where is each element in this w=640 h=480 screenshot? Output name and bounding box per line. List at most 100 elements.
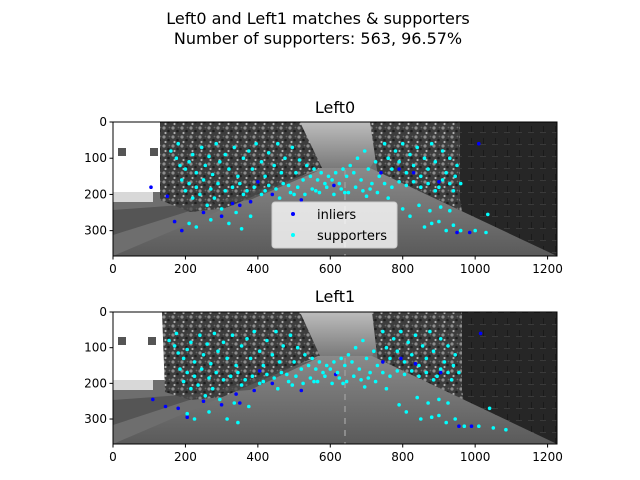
point-inliers — [477, 141, 481, 146]
point-supporters — [169, 149, 173, 153]
point-supporters — [446, 344, 450, 348]
point-supporters — [438, 367, 443, 371]
point-supporters — [207, 410, 211, 414]
point-supporters — [294, 374, 298, 379]
point-supporters — [207, 154, 211, 159]
point-supporters — [185, 411, 189, 416]
y-tick-label: 200 — [84, 187, 107, 201]
point-supporters — [181, 379, 186, 384]
point-supporters — [239, 227, 244, 231]
point-supporters — [381, 370, 385, 375]
point-supporters — [295, 185, 300, 189]
point-supporters — [357, 367, 362, 371]
point-supporters — [373, 160, 378, 164]
point-supporters — [359, 378, 363, 382]
point-inliers — [238, 203, 242, 208]
point-supporters — [417, 363, 421, 368]
point-supporters — [384, 345, 389, 350]
point-supporters — [239, 344, 244, 348]
point-supporters — [382, 181, 387, 186]
point-supporters — [437, 185, 441, 189]
point-supporters — [259, 160, 264, 164]
point-supporters — [341, 381, 345, 386]
point-supporters — [281, 344, 286, 348]
point-inliers — [332, 183, 336, 188]
point-supporters — [344, 379, 349, 384]
point-supporters — [411, 163, 416, 168]
point-supporters — [261, 363, 266, 368]
point-supporters — [435, 374, 439, 379]
point-supporters — [384, 386, 389, 391]
point-supporters — [292, 360, 296, 364]
x-tick-label: 1000 — [460, 450, 491, 464]
point-inliers — [238, 401, 242, 405]
point-supporters — [353, 185, 358, 189]
x-axis-left1: 0 200 400 600 800 1000 1200 — [109, 444, 563, 464]
point-supporters — [440, 149, 445, 153]
axes-frame-left1 — [112, 311, 558, 445]
point-inliers — [299, 198, 304, 202]
point-supporters — [400, 141, 405, 146]
point-supporters — [397, 403, 401, 407]
point-supporters — [428, 208, 432, 213]
point-supporters — [314, 367, 318, 371]
y-axis-left1: 0 100 200 300 — [84, 305, 113, 426]
point-supporters — [364, 194, 369, 198]
y-tick-label: 300 — [84, 224, 107, 238]
point-supporters — [457, 370, 461, 375]
point-inliers — [438, 370, 443, 375]
point-supporters — [205, 342, 209, 346]
point-supporters — [187, 160, 191, 164]
x-tick-label: 1000 — [460, 262, 491, 276]
point-supporters — [214, 141, 218, 146]
point-supporters — [375, 190, 380, 195]
point-inliers — [163, 404, 168, 409]
point-supporters — [317, 360, 322, 364]
point-supporters — [319, 170, 324, 175]
point-supporters — [453, 417, 458, 421]
point-supporters — [323, 374, 327, 379]
point-supporters — [194, 185, 199, 189]
x-tick-label: 1200 — [532, 262, 563, 276]
point-supporters — [252, 329, 256, 334]
point-supporters — [346, 353, 351, 357]
point-inliers — [411, 170, 416, 175]
point-supporters — [433, 160, 438, 164]
point-supporters — [201, 353, 206, 357]
point-supporters — [247, 404, 251, 409]
point-supporters — [238, 181, 242, 186]
point-supporters — [248, 356, 253, 361]
point-supporters — [444, 170, 449, 175]
point-supporters — [448, 156, 452, 160]
point-supporters — [393, 149, 398, 153]
point-supporters — [337, 376, 342, 380]
point-supporters — [306, 363, 311, 368]
point-supporters — [301, 381, 305, 386]
point-supporters — [400, 207, 405, 211]
point-inliers — [180, 228, 184, 233]
point-supporters — [286, 183, 291, 188]
point-supporters — [198, 192, 202, 197]
point-supporters — [390, 167, 394, 171]
point-supporters — [388, 374, 392, 379]
y-axis-left0: 0 100 200 300 — [84, 115, 113, 238]
point-supporters — [444, 420, 449, 425]
point-supporters — [417, 203, 421, 208]
point-inliers — [201, 210, 206, 215]
point-supporters — [324, 185, 329, 189]
point-supporters — [283, 156, 287, 160]
point-supporters — [205, 203, 209, 208]
legend-label-supporters: supporters — [317, 229, 387, 244]
street-image-left1 — [113, 312, 557, 444]
point-supporters — [458, 181, 463, 186]
point-supporters — [375, 363, 380, 368]
point-supporters — [337, 181, 342, 186]
point-inliers — [234, 392, 238, 396]
y-tick-label: 200 — [84, 376, 107, 390]
point-inliers — [381, 360, 385, 364]
point-inliers — [201, 399, 206, 404]
point-inliers — [252, 388, 256, 393]
point-supporters — [236, 370, 240, 375]
x-axis-left0: 0 200 400 600 800 1000 1200 — [109, 256, 563, 276]
point-supporters — [247, 149, 251, 153]
